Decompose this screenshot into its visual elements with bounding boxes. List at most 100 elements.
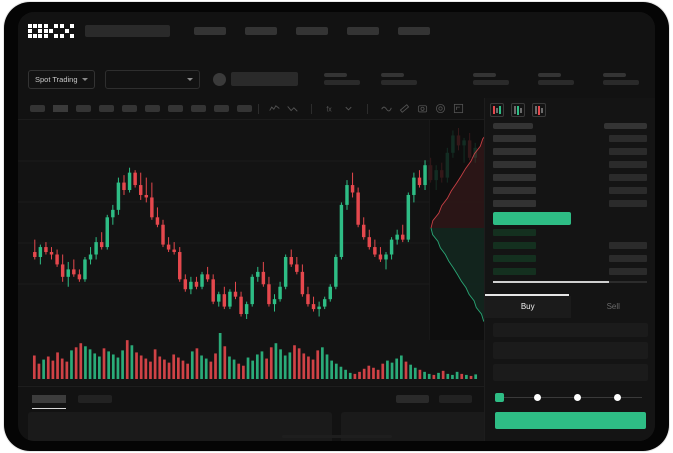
toolbar-divider (311, 103, 312, 114)
market-stats-group-1 (323, 73, 417, 85)
orderbook-ask-row[interactable] (493, 132, 647, 145)
bottom-tabs-left (32, 394, 112, 409)
market-stat-3 (472, 73, 509, 85)
active-tab-underline (32, 407, 66, 409)
candle-chart-icon[interactable] (287, 103, 298, 114)
buy-sell-tabs: Buy Sell (485, 295, 655, 318)
header-divider (18, 49, 655, 73)
orderbook-ask-row[interactable] (493, 171, 647, 184)
interval-chip-8[interactable] (191, 105, 206, 112)
orderbook-last-price (493, 210, 647, 226)
market-stat-5 (602, 73, 639, 85)
orderbook-mode-asks[interactable] (532, 103, 546, 117)
nav-item-1[interactable] (194, 26, 226, 35)
bottom-action-1[interactable] (396, 394, 429, 403)
slider-stop-25[interactable] (534, 393, 541, 401)
indicator-icon[interactable]: fx (325, 103, 336, 114)
buy-button[interactable] (495, 411, 646, 429)
orderbook-mode-bids[interactable] (511, 103, 525, 117)
amount-field[interactable] (493, 363, 648, 381)
interval-chip-3[interactable] (76, 105, 91, 112)
chevron-down-icon (186, 77, 193, 81)
orderbook-ask-row[interactable] (493, 197, 647, 210)
chevron-down-icon[interactable] (343, 103, 354, 114)
orderbook-ask-row[interactable] (493, 184, 647, 197)
wave-icon[interactable] (381, 103, 392, 114)
market-depth-overlay (429, 120, 484, 340)
ruler-icon[interactable] (399, 103, 410, 114)
price-field[interactable] (493, 341, 648, 359)
nav-item-4[interactable] (347, 26, 379, 35)
header-title-placeholder (85, 24, 170, 37)
bottom-action-2[interactable] (439, 394, 472, 403)
slider-stop-75[interactable] (614, 393, 621, 401)
order-type-field[interactable] (493, 322, 648, 337)
bottom-panel-1[interactable] (28, 412, 332, 441)
orderbook-bid-row[interactable] (493, 239, 647, 252)
orderbook-bid-row[interactable] (493, 265, 647, 278)
orderbook-ask-row[interactable] (493, 158, 647, 171)
interval-chip-4[interactable] (99, 105, 114, 112)
trade-form: Buy Sell (485, 294, 655, 429)
okx-logo-icon[interactable] (28, 23, 74, 38)
slider-stop-50[interactable] (574, 393, 581, 401)
device-frame: Spot Trading (4, 2, 669, 451)
pair-name-placeholder (230, 72, 298, 86)
app-screen: Spot Trading (18, 12, 655, 441)
pair-select[interactable] (104, 69, 200, 89)
market-bar: Spot Trading (18, 65, 655, 93)
chart-panel[interactable] (18, 120, 484, 385)
svg-text:fx: fx (326, 106, 332, 113)
header-nav (194, 26, 430, 35)
nav-item-5[interactable] (398, 26, 430, 35)
interval-chip-7[interactable] (168, 105, 183, 112)
market-stat-4 (537, 73, 574, 85)
fullscreen-icon[interactable] (453, 103, 464, 114)
home-indicator (281, 435, 392, 438)
orderbook-ask-row[interactable] (493, 145, 647, 158)
bottom-tabs-right (396, 394, 472, 403)
chevron-down-icon (81, 77, 88, 81)
interval-chip-2[interactable] (53, 105, 68, 112)
nav-item-3[interactable] (296, 26, 328, 35)
app-header (18, 12, 655, 49)
percent-slider[interactable] (495, 392, 646, 403)
nav-item-2[interactable] (245, 26, 277, 35)
market-stat-2 (380, 73, 417, 85)
line-chart-icon[interactable] (269, 103, 280, 114)
slider-handle[interactable] (495, 392, 504, 402)
orderbook-mode-both[interactable] (490, 103, 504, 117)
chart-toolbar: fx (18, 98, 655, 120)
interval-chips (30, 105, 252, 112)
spot-trading-label: Spot Trading (35, 74, 78, 84)
bottom-tab-bar (18, 386, 484, 410)
orderbook-bid-row[interactable] (493, 252, 647, 265)
orderbook-bid-row[interactable] (493, 226, 647, 239)
settings-icon[interactable] (435, 103, 446, 114)
interval-chip-6[interactable] (145, 105, 160, 112)
orderbook-rows (485, 132, 655, 278)
tab-sell[interactable]: Sell (606, 301, 620, 311)
slider-track (499, 396, 642, 398)
camera-icon[interactable] (417, 103, 428, 114)
coin-avatar-icon (212, 72, 226, 86)
spot-trading-select[interactable]: Spot Trading (28, 69, 95, 89)
toolbar-divider (367, 103, 368, 114)
interval-chip-1[interactable] (30, 105, 45, 112)
bottom-tab-2[interactable] (78, 394, 112, 403)
candlestick-chart[interactable] (18, 120, 484, 325)
market-stats-group-2 (472, 73, 639, 85)
orderbook-mode-toggles (485, 98, 655, 117)
tab-buy[interactable]: Buy (485, 295, 571, 318)
order-book-panel: Buy Sell (484, 98, 655, 441)
bottom-tab-1[interactable] (32, 394, 66, 403)
toolbar-divider (258, 103, 259, 114)
interval-chip-10[interactable] (237, 105, 252, 112)
orderbook-scrollbar[interactable] (493, 281, 647, 283)
volume-histogram (32, 333, 478, 379)
orderbook-column-headers (485, 117, 655, 132)
buy-tab-indicator (485, 294, 569, 296)
interval-chip-5[interactable] (122, 105, 137, 112)
interval-chip-9[interactable] (214, 105, 229, 112)
chart-tools: fx (269, 103, 464, 114)
